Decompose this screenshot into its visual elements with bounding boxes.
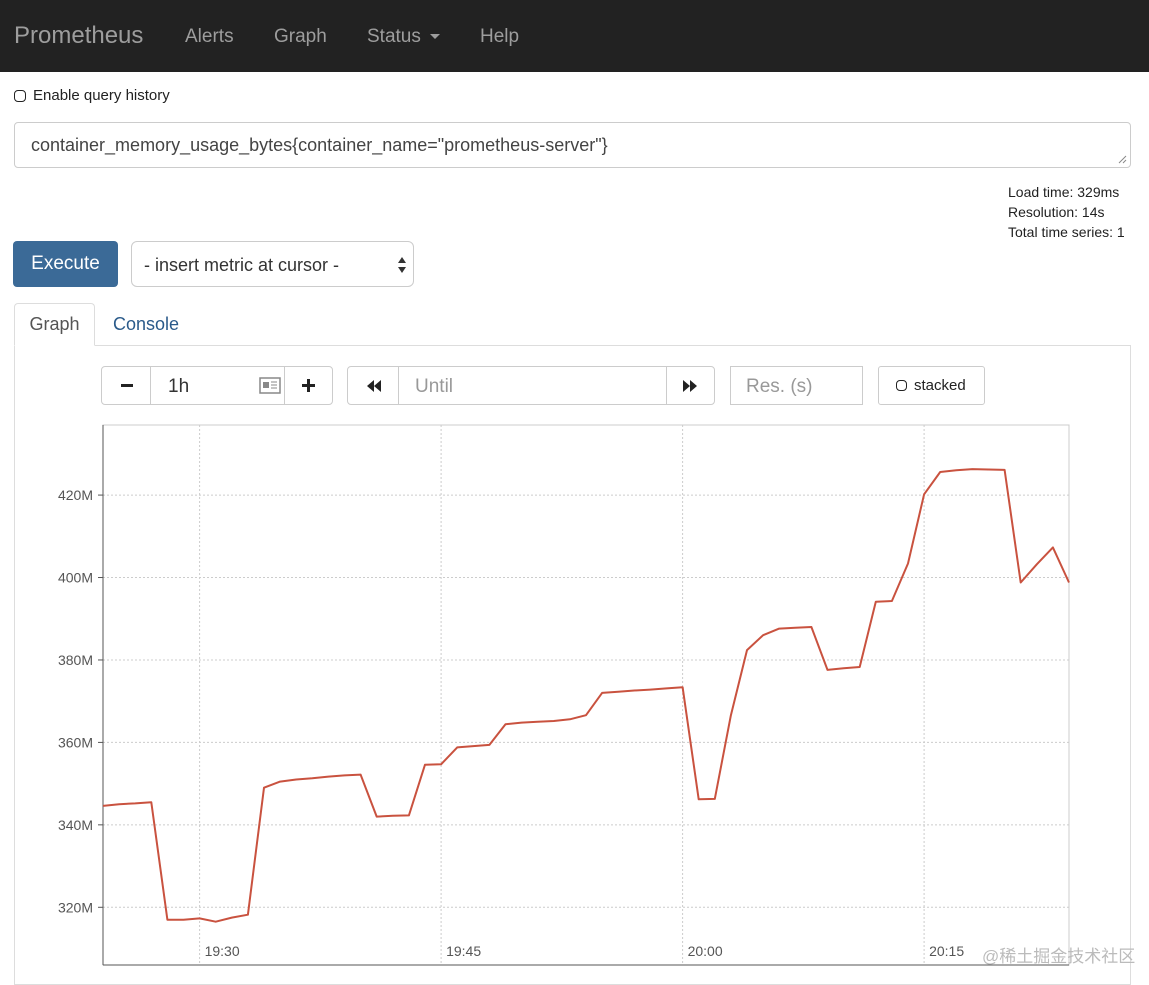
backward-icon (367, 380, 381, 392)
y-tick-label: 360M (58, 734, 93, 750)
range-input[interactable]: 1h (150, 366, 285, 405)
calendar-icon (259, 377, 281, 394)
series-line (102, 468, 1070, 923)
query-text: container_memory_usage_bytes{container_n… (31, 135, 608, 155)
x-tick-label: 20:00 (688, 943, 723, 959)
y-tick-label: 380M (58, 652, 93, 668)
x-tick-label: 19:45 (446, 943, 481, 959)
until-input[interactable]: Until (398, 366, 667, 405)
resize-handle (1118, 155, 1127, 164)
nav-link[interactable]: Alerts (185, 26, 234, 47)
y-tick-label: 400M (58, 570, 93, 586)
execute-button[interactable]: Execute (13, 241, 118, 287)
forward-button[interactable] (666, 366, 715, 405)
tab[interactable]: Console (113, 314, 180, 334)
navbar: Prometheus Alerts Graph Status Help (0, 0, 1149, 72)
stat: Load time: 329ms (1008, 184, 1120, 200)
y-tick-label: 340M (58, 817, 93, 833)
metric-select[interactable]: - insert metric at cursor - (131, 241, 414, 287)
plus-icon (302, 379, 315, 392)
tab-active[interactable]: Graph (14, 303, 95, 346)
backward-button[interactable] (347, 366, 399, 405)
nav-link[interactable]: Help (480, 26, 520, 47)
nav-link[interactable]: Graph (274, 26, 327, 47)
stacked-button[interactable]: stacked (878, 366, 985, 405)
stacked-checkbox (896, 380, 907, 391)
minus-icon (121, 384, 133, 387)
chart: 320M 340M 360M 380M 400M 420M 19:30 19:45 20:00 2… (58, 424, 1070, 966)
x-tick-label: 20:15 (929, 943, 964, 959)
stacked-label: stacked (914, 377, 966, 394)
plot-area (102, 424, 1070, 966)
watermark: @稀土掘金技术社区 (982, 947, 1136, 966)
range-text: 1h (168, 376, 190, 397)
nav-link[interactable]: Status (367, 26, 421, 47)
select-arrows (398, 257, 406, 273)
forward-icon (683, 380, 697, 392)
increase-range-button[interactable] (284, 366, 333, 405)
stats: Load time: 329ms Resolution: 14s Total t… (1008, 182, 1125, 242)
x-tick-label: 19:30 (205, 943, 240, 959)
stat: Total time series: 1 (1008, 224, 1125, 240)
brand[interactable]: Prometheus (14, 22, 144, 49)
stat: Resolution: 14s (1008, 204, 1105, 220)
y-tick-label: 420M (58, 487, 93, 503)
caret (430, 34, 440, 39)
checkbox[interactable] (14, 90, 26, 102)
until-placeholder: Until (415, 376, 454, 397)
resolution-input[interactable]: Res. (s) (730, 366, 863, 405)
y-tick-label: 320M (58, 899, 93, 915)
query-input[interactable]: container_memory_usage_bytes{container_n… (14, 122, 1131, 168)
resolution-placeholder: Res. (s) (746, 376, 813, 397)
select-text: - insert metric at cursor - (144, 255, 340, 275)
checkbox-label: Enable query history (33, 87, 170, 104)
decrease-range-button[interactable] (101, 366, 151, 405)
